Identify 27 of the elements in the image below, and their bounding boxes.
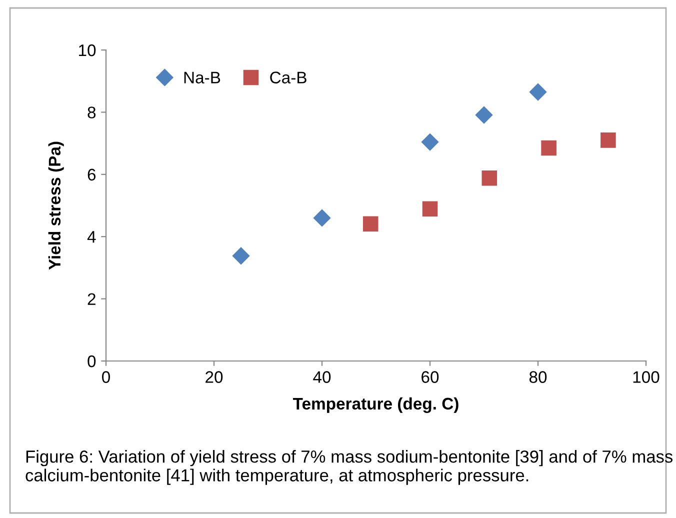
point (600, 132, 616, 148)
caption: Figure 6: Variation of yield stress of 7% mass sodium-bentonite [39] and of 7% mass calcium-bentonite [41] with temperature, at atmospheric pressure. (26, 450, 673, 485)
legend-label: Na-B (184, 72, 220, 84)
x-tick-label: 60 (422, 371, 439, 383)
legend-label: Ca-B (270, 72, 306, 84)
point (232, 247, 250, 264)
x-tick-label: 80 (529, 371, 547, 383)
point (482, 170, 498, 186)
x-tick-label: 40 (313, 371, 331, 383)
x-tick-label: 20 (206, 371, 223, 383)
y-axis-title: Yield stress (Pa) (48, 142, 64, 270)
y-tick-label: 6 (88, 168, 96, 181)
point (422, 201, 438, 217)
x-axis-title: Temperature (deg. C) (292, 397, 458, 413)
point (313, 209, 331, 226)
y-tick-label: 2 (88, 293, 96, 305)
y-tick-label: 10 (79, 44, 96, 56)
point (529, 83, 547, 101)
x-tick-label: 0 (102, 371, 110, 383)
point (475, 106, 493, 124)
y-tick-label: 8 (88, 106, 96, 118)
x-tick-label: 100 (633, 371, 660, 383)
point (362, 216, 378, 232)
point (421, 134, 439, 151)
y-tick-label: 0 (88, 355, 96, 368)
point (541, 140, 556, 156)
y-tick-label: 4 (87, 231, 96, 243)
